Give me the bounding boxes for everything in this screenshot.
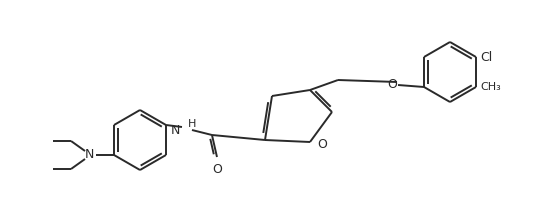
- Text: H: H: [188, 119, 196, 129]
- Text: N: N: [84, 149, 94, 162]
- Text: O: O: [212, 163, 222, 176]
- Text: Cl: Cl: [480, 51, 492, 64]
- Text: O: O: [387, 79, 397, 92]
- Text: O: O: [317, 138, 327, 150]
- Text: CH₃: CH₃: [480, 82, 500, 92]
- Text: N: N: [170, 123, 180, 137]
